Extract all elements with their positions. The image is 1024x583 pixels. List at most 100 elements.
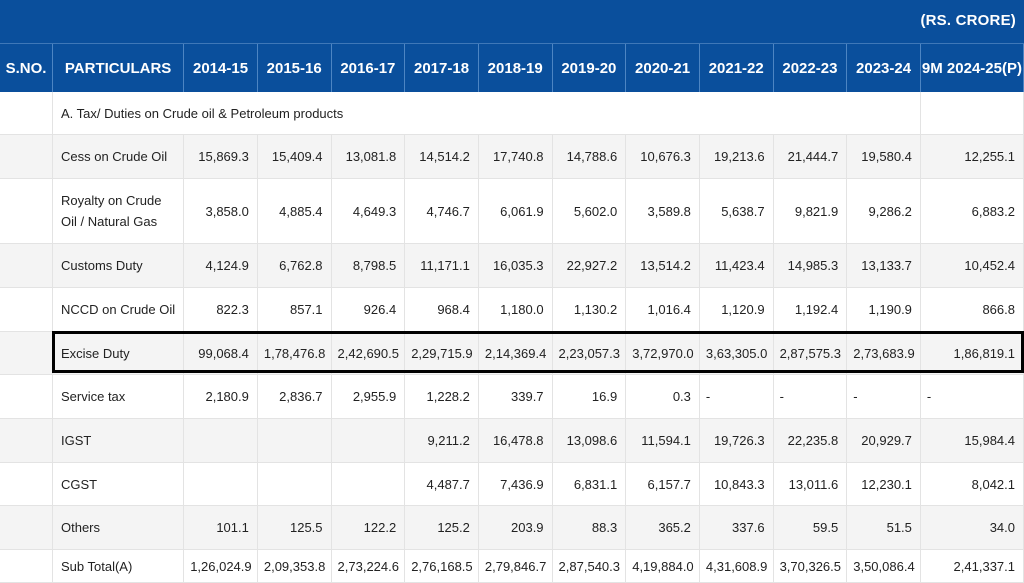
row-label: Cess on Crude Oil (52, 134, 185, 179)
value-cell: 19,580.4 (846, 134, 921, 179)
value-cell: 2,42,690.5 (331, 331, 406, 375)
sno-cell (0, 418, 53, 463)
value-cell: 22,235.8 (773, 418, 848, 463)
value-cell: - (773, 374, 848, 419)
value-cell: 17,740.8 (478, 134, 553, 179)
top-bar: (RS. CRORE) (0, 0, 1024, 44)
value-cell: 822.3 (183, 287, 258, 332)
sno-cell (0, 374, 53, 419)
header-cell: 9M 2024-25(P) (920, 44, 1024, 92)
value-cell: 2,41,337.1 (920, 549, 1024, 583)
header-cell: 2019-20 (552, 44, 627, 92)
value-cell: 9,286.2 (846, 178, 921, 244)
value-cell: 1,228.2 (404, 374, 479, 419)
sno-cell (0, 549, 53, 583)
value-cell: 12,230.1 (846, 462, 921, 506)
value-cell: 4,649.3 (331, 178, 406, 244)
value-cell: 16,478.8 (478, 418, 553, 463)
value-cell: 0.3 (625, 374, 700, 419)
value-cell: 8,798.5 (331, 243, 406, 288)
value-cell: 88.3 (552, 505, 627, 550)
value-cell: 13,081.8 (331, 134, 406, 179)
value-cell: 203.9 (478, 505, 553, 550)
value-cell: 1,86,819.1 (920, 331, 1024, 375)
value-cell: 10,843.3 (699, 462, 774, 506)
row-label: Excise Duty (52, 331, 185, 375)
value-cell: 34.0 (920, 505, 1024, 550)
value-cell: 101.1 (183, 505, 258, 550)
section-title: A. Tax/ Duties on Crude oil & Petroleum … (52, 92, 921, 135)
value-cell: 2,180.9 (183, 374, 258, 419)
sno-cell (0, 505, 53, 550)
header-cell: 2017-18 (404, 44, 479, 92)
row-label: Sub Total(A) (52, 549, 185, 583)
value-cell: 337.6 (699, 505, 774, 550)
sno-cell (0, 92, 53, 135)
row-label: Others (52, 505, 185, 550)
value-cell: 1,180.0 (478, 287, 553, 332)
value-cell: 7,436.9 (478, 462, 553, 506)
value-cell: 13,514.2 (625, 243, 700, 288)
value-cell: 4,487.7 (404, 462, 479, 506)
value-cell: 2,87,575.3 (773, 331, 848, 375)
value-cell: 4,746.7 (404, 178, 479, 244)
section-row: A. Tax/ Duties on Crude oil & Petroleum … (0, 92, 1024, 135)
sno-cell (0, 243, 53, 288)
value-cell: 2,73,683.9 (846, 331, 921, 375)
value-cell: 15,984.4 (920, 418, 1024, 463)
header-cell: 2023-24 (846, 44, 921, 92)
value-cell: 11,171.1 (404, 243, 479, 288)
value-cell: 19,213.6 (699, 134, 774, 179)
value-cell: 16.9 (552, 374, 627, 419)
value-cell: 1,26,024.9 (183, 549, 258, 583)
value-cell: 19,726.3 (699, 418, 774, 463)
row-label: Royalty on Crude Oil / Natural Gas (52, 178, 185, 244)
sno-cell (0, 134, 53, 179)
value-cell: 1,130.2 (552, 287, 627, 332)
value-cell: 13,133.7 (846, 243, 921, 288)
value-cell: 339.7 (478, 374, 553, 419)
value-cell: 10,452.4 (920, 243, 1024, 288)
value-cell: 2,836.7 (257, 374, 332, 419)
value-cell (257, 418, 332, 463)
value-cell: 13,098.6 (552, 418, 627, 463)
value-cell: 11,594.1 (625, 418, 700, 463)
value-cell: 3,50,086.4 (846, 549, 921, 583)
value-cell: 22,927.2 (552, 243, 627, 288)
value-cell: 59.5 (773, 505, 848, 550)
value-cell: 4,19,884.0 (625, 549, 700, 583)
value-cell: 15,869.3 (183, 134, 258, 179)
header-cell: 2021-22 (699, 44, 774, 92)
value-cell: 8,042.1 (920, 462, 1024, 506)
value-cell: 14,788.6 (552, 134, 627, 179)
value-cell: 4,31,608.9 (699, 549, 774, 583)
value-cell: 9,821.9 (773, 178, 848, 244)
value-cell: 3,589.8 (625, 178, 700, 244)
value-cell (331, 418, 406, 463)
table-row: Service tax 2,180.9 2,836.7 2,955.9 1,228.2 3… (0, 374, 1024, 419)
value-cell: 365.2 (625, 505, 700, 550)
table-row: IGST 9,211.2 16,478.8 13,098.6 11,594.1 19,72… (0, 418, 1024, 463)
header-cell: PARTICULARS (52, 44, 185, 92)
value-cell: 2,09,353.8 (257, 549, 332, 583)
value-cell: 2,73,224.6 (331, 549, 406, 583)
value-cell: 51.5 (846, 505, 921, 550)
unit-label: (RS. CRORE) (920, 12, 1016, 29)
value-cell: 1,190.9 (846, 287, 921, 332)
table-row: Others 101.1 125.5 122.2 125.2 203.9 88.3 365.2… (0, 505, 1024, 550)
sno-cell (0, 178, 53, 244)
value-cell: 14,514.2 (404, 134, 479, 179)
value-cell: 6,883.2 (920, 178, 1024, 244)
value-cell: 4,124.9 (183, 243, 258, 288)
value-cell: 6,762.8 (257, 243, 332, 288)
table-row: Royalty on Crude Oil / Natural Gas 3,858.… (0, 178, 1024, 244)
value-cell: 122.2 (331, 505, 406, 550)
petroleum-tax-table: S.NO. PARTICULARS 2014-15 2015-16 2016-1… (0, 44, 1024, 583)
value-cell: 14,985.3 (773, 243, 848, 288)
value-cell: - (699, 374, 774, 419)
value-cell: 11,423.4 (699, 243, 774, 288)
value-cell: 10,676.3 (625, 134, 700, 179)
value-cell: 1,120.9 (699, 287, 774, 332)
header-row: S.NO. PARTICULARS 2014-15 2015-16 2016-1… (0, 44, 1024, 92)
row-label: CGST (52, 462, 185, 506)
